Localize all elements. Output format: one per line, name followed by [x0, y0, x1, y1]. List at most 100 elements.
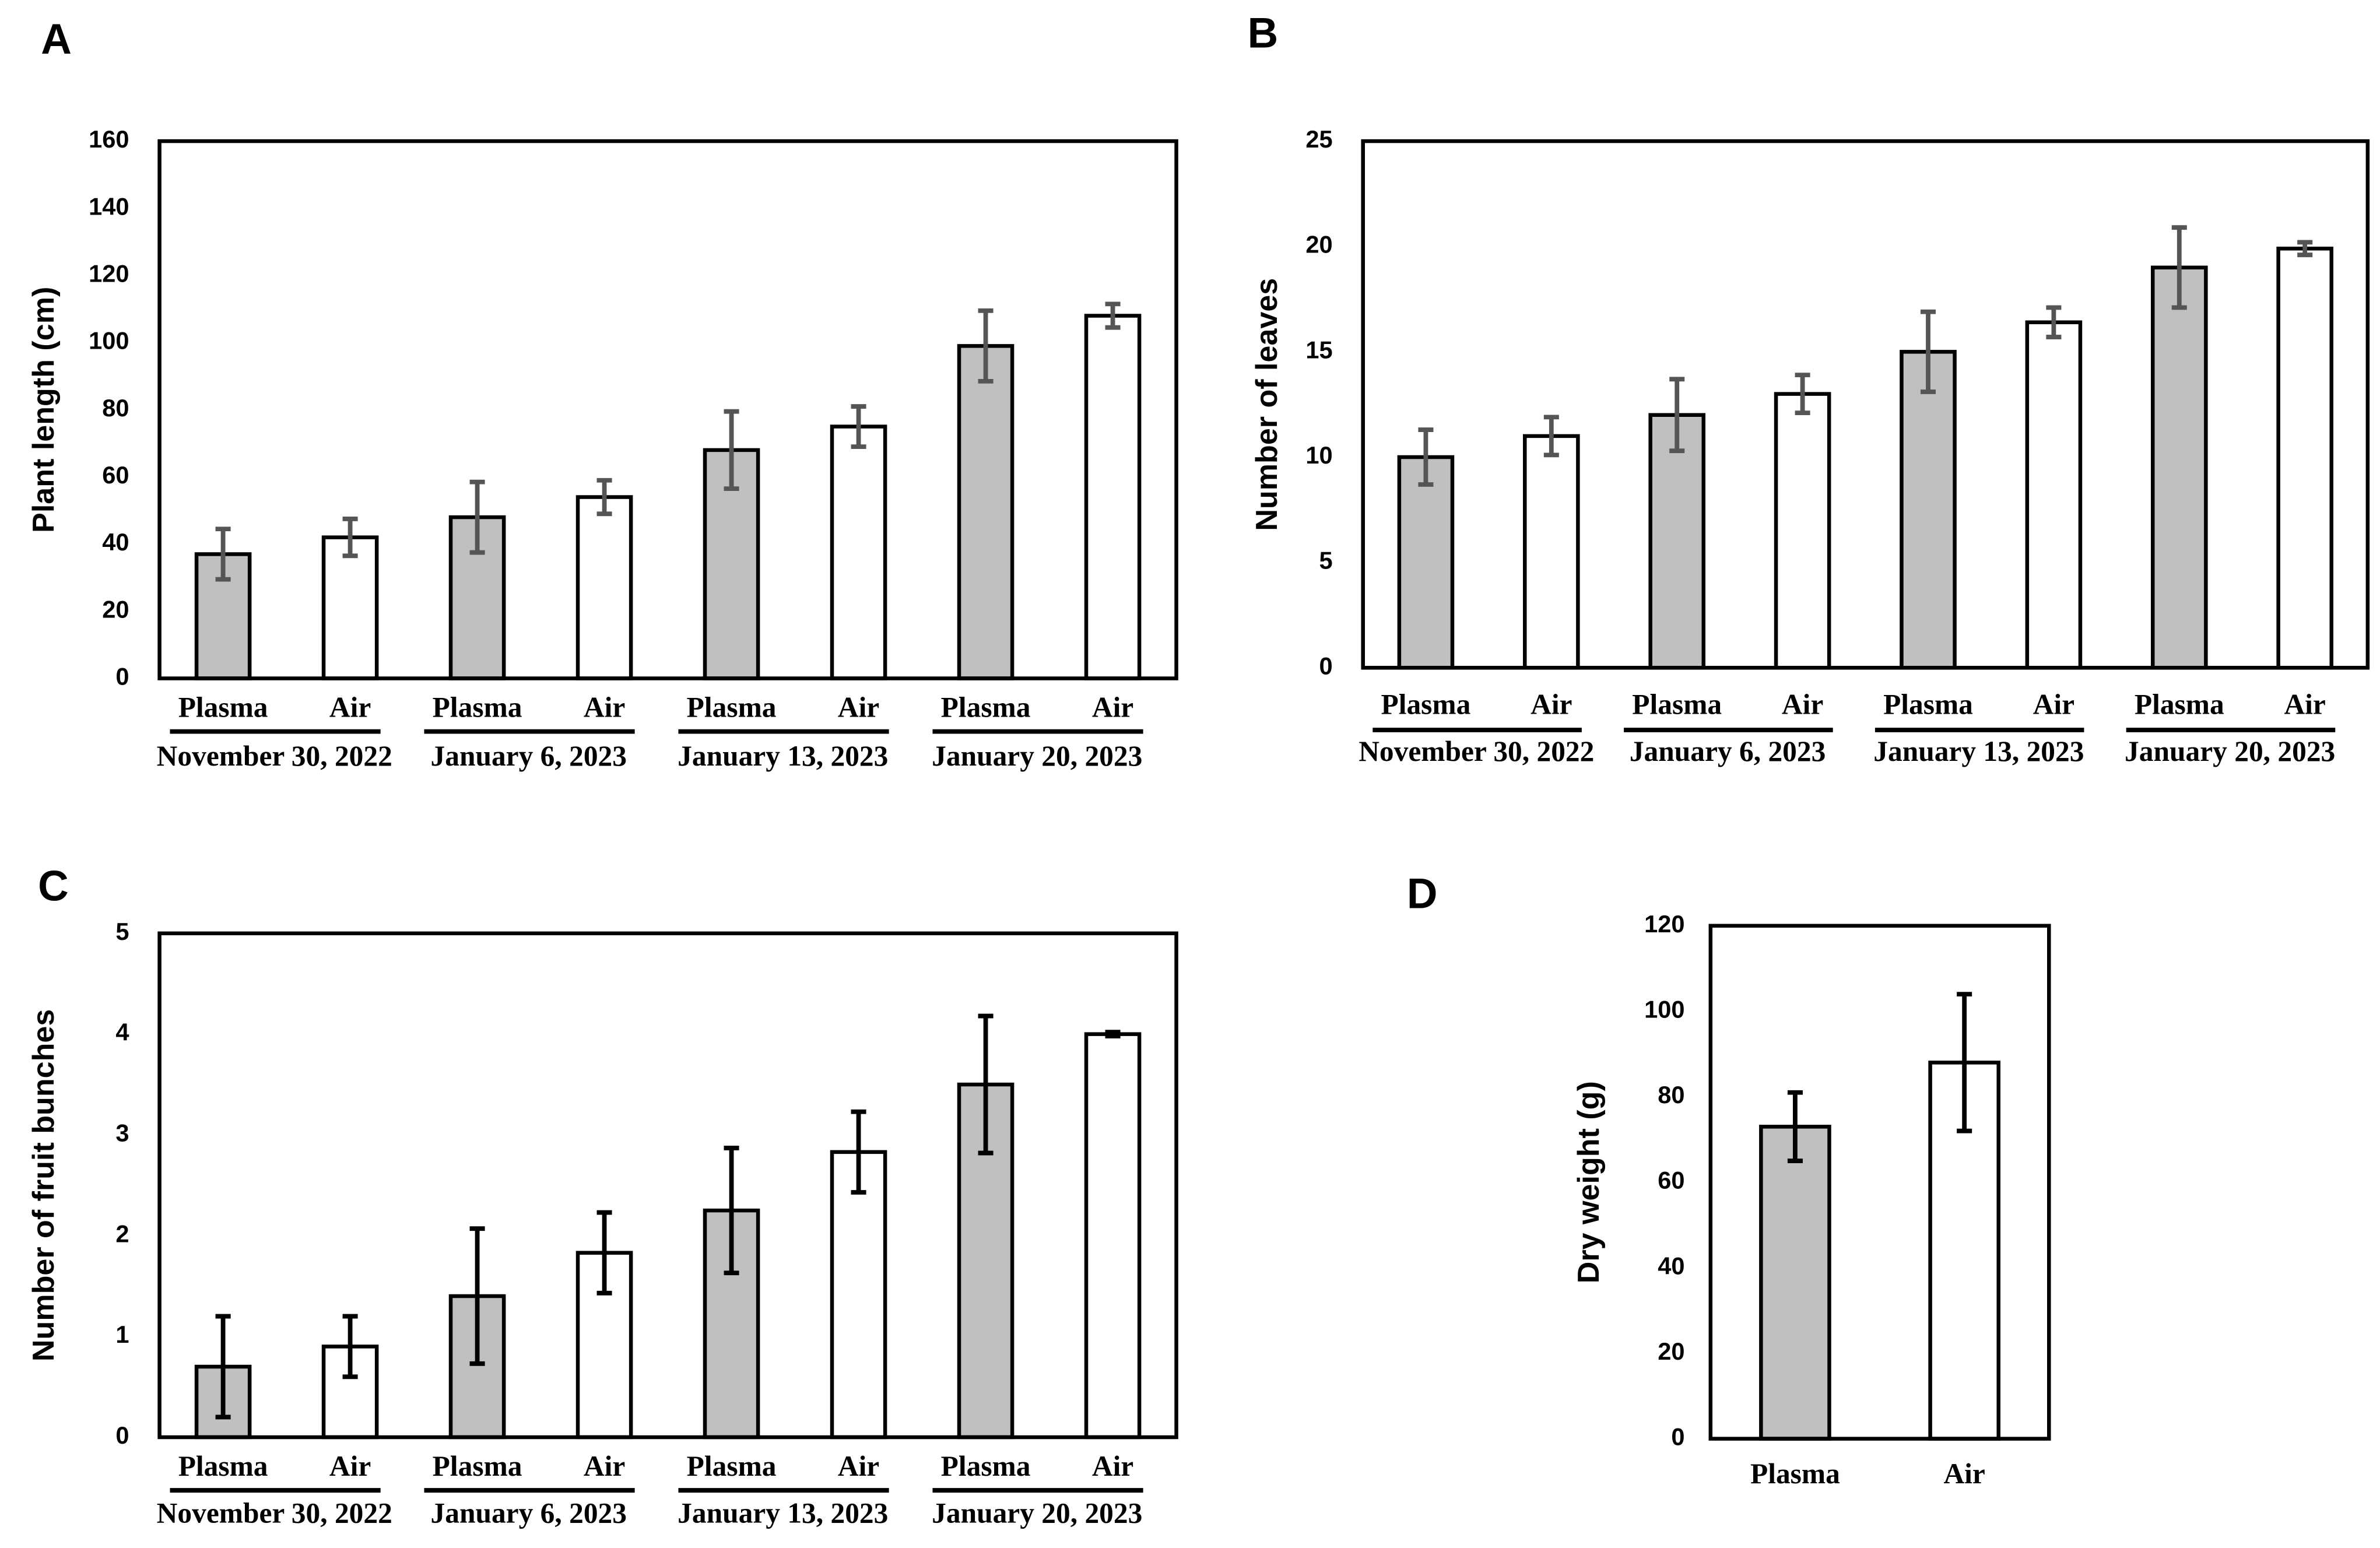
x-tick-label: Air	[329, 1450, 371, 1482]
x-tick-label: Air	[2033, 688, 2074, 720]
bar	[1084, 1032, 1142, 1440]
group-label: January 13, 2023	[1873, 735, 2084, 767]
y-tick-label: 120	[89, 259, 129, 287]
error-bar	[1921, 309, 1936, 394]
bar	[1774, 392, 1831, 670]
x-tick-label: Air	[1092, 691, 1133, 724]
y-tick-label: 60	[1658, 1167, 1684, 1194]
y-tick-label: 100	[1644, 995, 1684, 1023]
x-tick-label: Air	[584, 1450, 625, 1482]
x-tick-label: Plasma	[687, 1450, 777, 1482]
y-tick-label: 40	[1658, 1252, 1684, 1279]
x-tick-label: Plasma	[1381, 688, 1471, 720]
y-tick-label: 60	[102, 461, 129, 489]
y-tick-label: 5	[1319, 547, 1333, 574]
group-label: January 6, 2023	[1630, 735, 1826, 767]
y-tick-label: 0	[115, 663, 129, 690]
y-axis-title: Number of fruit bunches	[27, 1009, 61, 1361]
y-tick-label: 10	[1305, 441, 1332, 469]
x-tick-label: Air	[584, 691, 625, 724]
bar	[1397, 455, 1455, 670]
y-tick-label: 120	[1644, 910, 1684, 938]
x-tick-label: Plasma	[2135, 688, 2224, 720]
error-bar	[215, 526, 231, 582]
x-tick-label: Air	[329, 691, 371, 724]
x-tick-label: Air	[1530, 688, 1572, 720]
group-label: January 6, 2023	[431, 1497, 627, 1529]
plot-frame	[1708, 924, 2051, 1441]
error-bar	[2297, 240, 2313, 258]
y-tick-label: 40	[102, 528, 129, 556]
y-tick-label: 140	[89, 192, 129, 220]
error-bar	[215, 1314, 231, 1420]
y-tick-label: 100	[89, 327, 129, 354]
y-tick-label: 15	[1305, 336, 1332, 363]
y-tick-label: 25	[1305, 125, 1332, 153]
y-tick-label: 0	[115, 1421, 129, 1449]
group-label: January 13, 2023	[678, 1497, 888, 1529]
x-tick-label: Air	[1782, 688, 1823, 720]
error-bar	[1418, 427, 1434, 487]
x-tick-label: Plasma	[178, 1450, 268, 1482]
bar	[830, 1150, 887, 1440]
group-label: November 30, 2022	[157, 1497, 392, 1529]
error-bar	[469, 1226, 485, 1366]
group-label: January 13, 2023	[678, 740, 888, 772]
bar	[321, 535, 379, 680]
group-label: January 20, 2023	[932, 740, 1142, 772]
error-bar	[851, 404, 866, 450]
y-tick-label: 20	[102, 595, 129, 623]
y-tick-label: 0	[1671, 1423, 1684, 1451]
plot-frame	[1361, 139, 2370, 670]
bar	[1759, 1125, 1831, 1441]
y-tick-label: 5	[115, 918, 129, 945]
plot-frame	[157, 931, 1178, 1440]
x-tick-label: Plasma	[178, 691, 268, 724]
bar	[1084, 314, 1142, 680]
x-tick-label: Air	[1092, 1450, 1133, 1482]
x-tick-label: Air	[2284, 688, 2325, 720]
error-bar	[1957, 992, 1972, 1133]
panel-label: B	[1248, 10, 1279, 57]
y-tick-label: 160	[89, 125, 129, 153]
y-axis-title: Number of leaves	[1250, 278, 1284, 531]
y-tick-label: 20	[1658, 1338, 1684, 1365]
group-label: November 30, 2022	[1359, 735, 1594, 767]
error-bar	[1669, 377, 1685, 454]
error-bar	[596, 1210, 612, 1296]
error-bar	[342, 1314, 358, 1379]
panel-label: D	[1407, 870, 1438, 918]
plot-frame	[157, 139, 1178, 680]
error-bar	[2046, 305, 2062, 339]
x-tick-label: Air	[838, 691, 879, 724]
error-bar	[469, 479, 485, 555]
x-tick-label: Plasma	[941, 691, 1031, 724]
y-tick-label: 4	[115, 1019, 129, 1046]
error-bar	[724, 1146, 739, 1276]
x-tick-label: Plasma	[1632, 688, 1722, 720]
x-tick-label: Plasma	[687, 691, 777, 724]
error-bar	[1105, 1030, 1121, 1039]
bar	[1523, 434, 1580, 670]
y-tick-label: 80	[1658, 1081, 1684, 1108]
x-tick-label: Plasma	[941, 1450, 1031, 1482]
error-bar	[596, 478, 612, 517]
y-tick-label: 2	[115, 1220, 129, 1247]
bar	[1900, 350, 1957, 670]
x-tick-label: Air	[1943, 1458, 1985, 1490]
bar	[2276, 247, 2333, 670]
error-bar	[1787, 1090, 1803, 1163]
group-label: January 20, 2023	[932, 1497, 1142, 1529]
error-bar	[978, 308, 994, 384]
y-tick-label: 80	[102, 394, 129, 422]
group-label: January 20, 2023	[2125, 735, 2335, 767]
y-axis-title: Plant length (cm)	[27, 287, 61, 533]
error-bar	[1543, 415, 1559, 458]
error-bar	[978, 1013, 994, 1156]
error-bar	[1795, 373, 1810, 416]
error-bar	[342, 517, 358, 559]
group-label: January 6, 2023	[431, 740, 627, 772]
y-tick-label: 1	[115, 1321, 129, 1348]
x-tick-label: Plasma	[1750, 1458, 1840, 1490]
